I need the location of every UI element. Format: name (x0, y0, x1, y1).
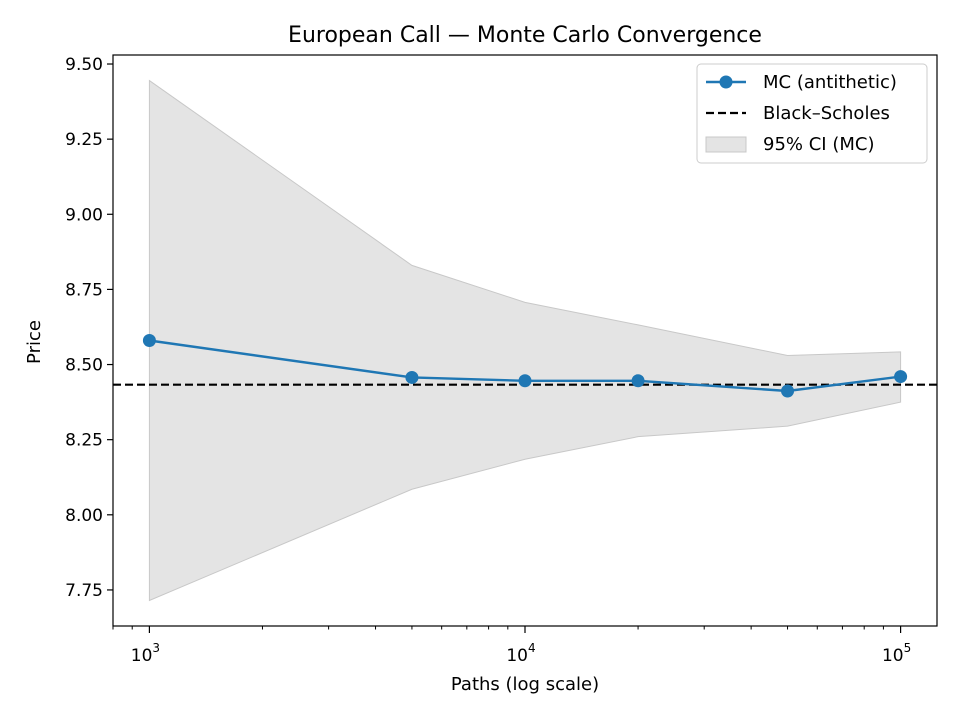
legend: MC (antithetic) Black–Scholes 95% CI (MC) (696, 63, 928, 164)
mc-data-point (894, 370, 908, 384)
y-tick-label: 8.25 (65, 431, 103, 451)
x-axis-label: Paths (log scale) (451, 674, 599, 695)
y-tick-label: 7.75 (65, 581, 103, 601)
y-axis-label: Price (24, 320, 45, 364)
mc-data-point (781, 384, 795, 398)
x-tick-label: 104 (506, 641, 535, 666)
legend-mc-label: MC (antithetic) (763, 72, 897, 93)
chart-title: European Call — Monte Carlo Convergence (288, 23, 762, 48)
mc-data-point (142, 334, 156, 347)
mc-data-point (631, 374, 645, 388)
legend-ci-label: 95% CI (MC) (763, 134, 874, 155)
mc-series-line (149, 339, 901, 393)
y-tick-label: 8.75 (65, 280, 103, 300)
mc-data-point (518, 374, 532, 388)
y-tick-label: 8.00 (65, 506, 103, 526)
ci-band (148, 79, 902, 602)
y-tick-label: 8.50 (65, 356, 103, 376)
y-tick-label: 9.00 (65, 205, 103, 225)
x-tick-label: 105 (882, 641, 911, 666)
mc-data-point (405, 370, 419, 384)
axes: 7.75 8.00 8.25 8.50 8.75 9.00 9.25 9.50 103 104 10… (65, 54, 938, 666)
legend-box (696, 63, 928, 164)
x-tick-label: 103 (131, 641, 160, 666)
y-tick-label: 9.25 (65, 130, 103, 150)
legend-bs-label: Black–Scholes (763, 103, 890, 124)
legend-ci-swatch (705, 136, 747, 153)
legend-mc-marker (719, 75, 733, 89)
y-tick-label: 9.50 (65, 55, 103, 75)
plot-area (113, 79, 937, 602)
